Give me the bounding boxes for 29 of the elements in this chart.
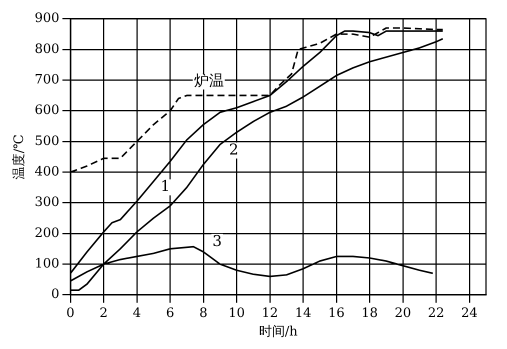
y-tick-label: 100	[34, 256, 60, 272]
x-tick-label: 14	[294, 306, 312, 321]
x-tick-label: 6	[166, 306, 174, 321]
x-tick-label: 16	[328, 306, 345, 321]
series-label: 1	[160, 177, 170, 196]
x-tick-label: 4	[132, 306, 142, 321]
y-tick-label: 500	[34, 134, 60, 149]
x-tick-label: 10	[228, 306, 245, 321]
y-tick-label: 900	[34, 11, 60, 26]
x-tick-label: 2	[100, 306, 108, 321]
x-axis-title: 时间/h	[258, 324, 298, 340]
y-tick-label: 0	[51, 287, 60, 302]
y-tick-label: 300	[34, 195, 60, 210]
x-tick-label: 20	[394, 306, 412, 321]
x-tick-label: 18	[361, 306, 378, 321]
x-tick-label: 24	[461, 306, 478, 321]
y-tick-label: 600	[34, 103, 60, 118]
y-tick-label: 700	[34, 72, 60, 88]
x-tick-label: 12	[262, 306, 278, 321]
x-tick-label: 8	[199, 306, 208, 321]
series-label: 炉温	[194, 71, 224, 90]
x-tick-label: 22	[428, 306, 444, 321]
y-axis-title: 温度/℃	[11, 134, 28, 180]
series-label: 3	[212, 232, 222, 250]
y-tick-label: 400	[34, 164, 60, 180]
x-tick-label: 0	[66, 306, 75, 321]
y-tick-label: 800	[34, 42, 60, 57]
series-label: 2	[229, 140, 239, 158]
y-tick-label: 200	[34, 226, 60, 241]
